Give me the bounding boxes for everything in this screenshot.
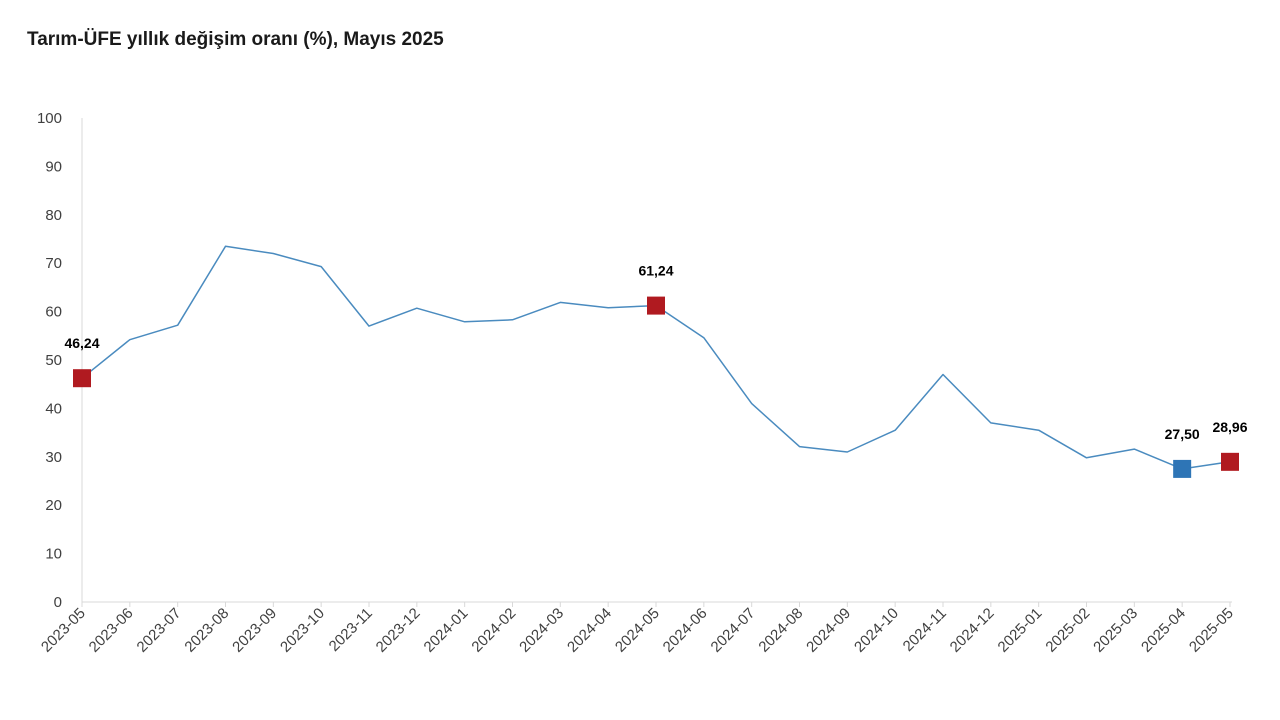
y-tick-label: 90: [45, 158, 62, 175]
x-tick-label: 2024-11: [900, 605, 950, 655]
x-tick-label: 2024-06: [660, 605, 711, 656]
data-label: 61,24: [638, 263, 673, 279]
x-tick-label: 2023-11: [326, 605, 376, 655]
x-tick-label: 2024-01: [421, 605, 472, 656]
y-tick-label: 70: [45, 255, 62, 272]
x-tick-label: 2025-01: [995, 605, 1046, 656]
chart-title: Tarım-ÜFE yıllık değişim oranı (%), Mayı…: [27, 29, 444, 50]
data-label: 28,96: [1212, 419, 1247, 435]
y-tick-label: 10: [45, 546, 62, 563]
x-tick-label: 2023-05: [38, 605, 89, 656]
x-tick-label: 2023-09: [229, 605, 280, 656]
x-tick-label: 2025-03: [1090, 605, 1141, 656]
x-tick-label: 2024-10: [851, 605, 902, 656]
y-tick-label: 0: [54, 594, 62, 611]
x-tick-label: 2024-08: [755, 605, 806, 656]
y-tick-label: 20: [45, 497, 62, 514]
x-tick-label: 2025-04: [1138, 605, 1189, 656]
x-tick-label: 2024-04: [564, 605, 615, 656]
x-tick-label: 2023-12: [373, 605, 424, 656]
y-tick-label: 60: [45, 304, 62, 321]
x-tick-label: 2023-08: [181, 605, 232, 656]
data-label: 46,24: [64, 335, 99, 351]
x-tick-label: 2025-02: [1042, 605, 1093, 656]
x-tick-label: 2024-09: [803, 605, 854, 656]
data-label: 27,50: [1165, 426, 1200, 442]
x-tick-label: 2024-07: [708, 605, 759, 656]
y-tick-label: 30: [45, 449, 62, 466]
y-tick-label: 80: [45, 207, 62, 224]
x-tick-label: 2025-05: [1186, 605, 1237, 656]
y-tick-label: 100: [37, 110, 62, 127]
y-tick-label: 40: [45, 400, 62, 417]
x-tick-label: 2023-06: [86, 605, 137, 656]
x-tick-label: 2023-10: [277, 605, 328, 656]
x-tick-label: 2024-05: [612, 605, 663, 656]
y-tick-label: 50: [45, 352, 62, 369]
series-line: [81, 245, 1231, 470]
x-tick-label: 2024-03: [516, 605, 567, 656]
data-point-marker: [647, 296, 665, 315]
x-tick-label: 2024-02: [468, 605, 519, 656]
x-tick-label: 2024-12: [947, 605, 998, 656]
data-point-marker: [1173, 459, 1192, 478]
data-point-marker: [1221, 452, 1239, 471]
x-tick-label: 2023-07: [134, 605, 185, 656]
data-point-marker: [73, 369, 91, 388]
